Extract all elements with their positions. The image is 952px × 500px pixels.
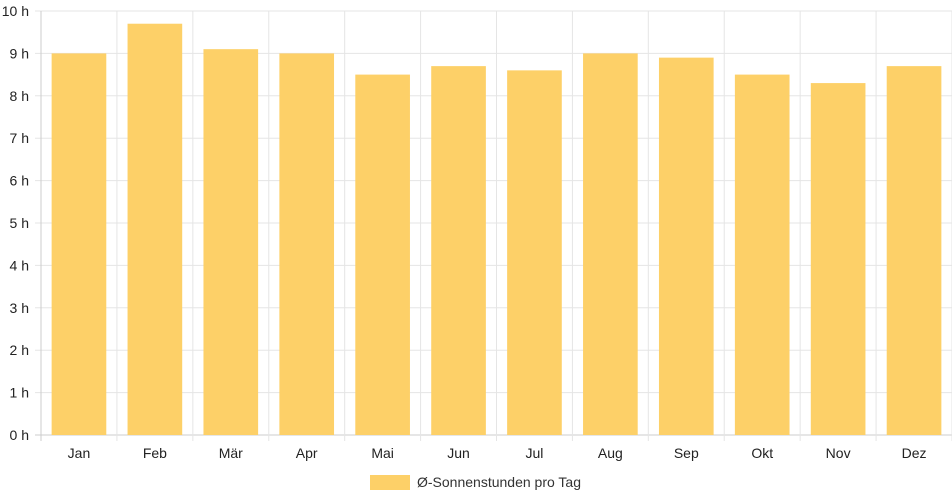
- y-tick-label: 4 h: [10, 257, 29, 273]
- legend-swatch[interactable]: [370, 475, 410, 490]
- y-tick-label: 7 h: [10, 130, 29, 146]
- x-tick-label: Jan: [68, 445, 91, 461]
- x-tick-label: Okt: [751, 445, 773, 461]
- bar-4[interactable]: [279, 53, 335, 436]
- x-tick-label: Jul: [526, 445, 544, 461]
- bar-1[interactable]: [51, 53, 107, 436]
- bar-series: [51, 23, 942, 436]
- bar-3[interactable]: [203, 49, 259, 435]
- legend[interactable]: Ø-Sonnenstunden pro Tag: [370, 474, 581, 490]
- x-tick-label: Nov: [826, 445, 851, 461]
- x-tick-label: Mai: [371, 445, 394, 461]
- x-tick-label: Dez: [902, 445, 927, 461]
- bar-6[interactable]: [431, 66, 486, 436]
- y-tick-label: 9 h: [10, 45, 29, 61]
- x-axis-tick-labels: Jan Feb Mär Apr Mai Jun Jul Aug Sep Okt Nov Dez: [68, 445, 927, 461]
- x-tick-label: Mär: [219, 445, 243, 461]
- y-tick-label: 2 h: [10, 342, 29, 358]
- y-tick-label: 0 h: [10, 427, 29, 443]
- y-tick-label: 3 h: [10, 300, 29, 316]
- grid-lines: [35, 10, 952, 441]
- y-tick-label: 6 h: [10, 173, 29, 189]
- bar-2[interactable]: [127, 23, 183, 435]
- y-tick-label: 1 h: [10, 385, 29, 401]
- x-tick-label: Jun: [447, 445, 470, 461]
- x-tick-label: Sep: [674, 445, 699, 461]
- bar-8[interactable]: [583, 53, 638, 436]
- y-tick-label: 10 h: [2, 3, 29, 19]
- y-tick-label: 5 h: [10, 215, 29, 231]
- bar-9[interactable]: [658, 57, 714, 435]
- bar-7[interactable]: [507, 70, 562, 436]
- legend-label[interactable]: Ø-Sonnenstunden pro Tag: [417, 474, 581, 490]
- bar-12[interactable]: [886, 66, 942, 436]
- x-tick-label: Apr: [296, 445, 318, 461]
- bar-11[interactable]: [810, 83, 866, 435]
- x-tick-label: Aug: [598, 445, 623, 461]
- y-axis-tick-labels: 0 h 1 h 2 h 3 h 4 h 5 h 6 h 7 h 8 h 9 h 10 h: [2, 3, 29, 443]
- bar-5[interactable]: [355, 74, 410, 435]
- bar-10[interactable]: [734, 74, 790, 435]
- y-tick-label: 8 h: [10, 88, 29, 104]
- x-tick-label: Feb: [143, 445, 167, 461]
